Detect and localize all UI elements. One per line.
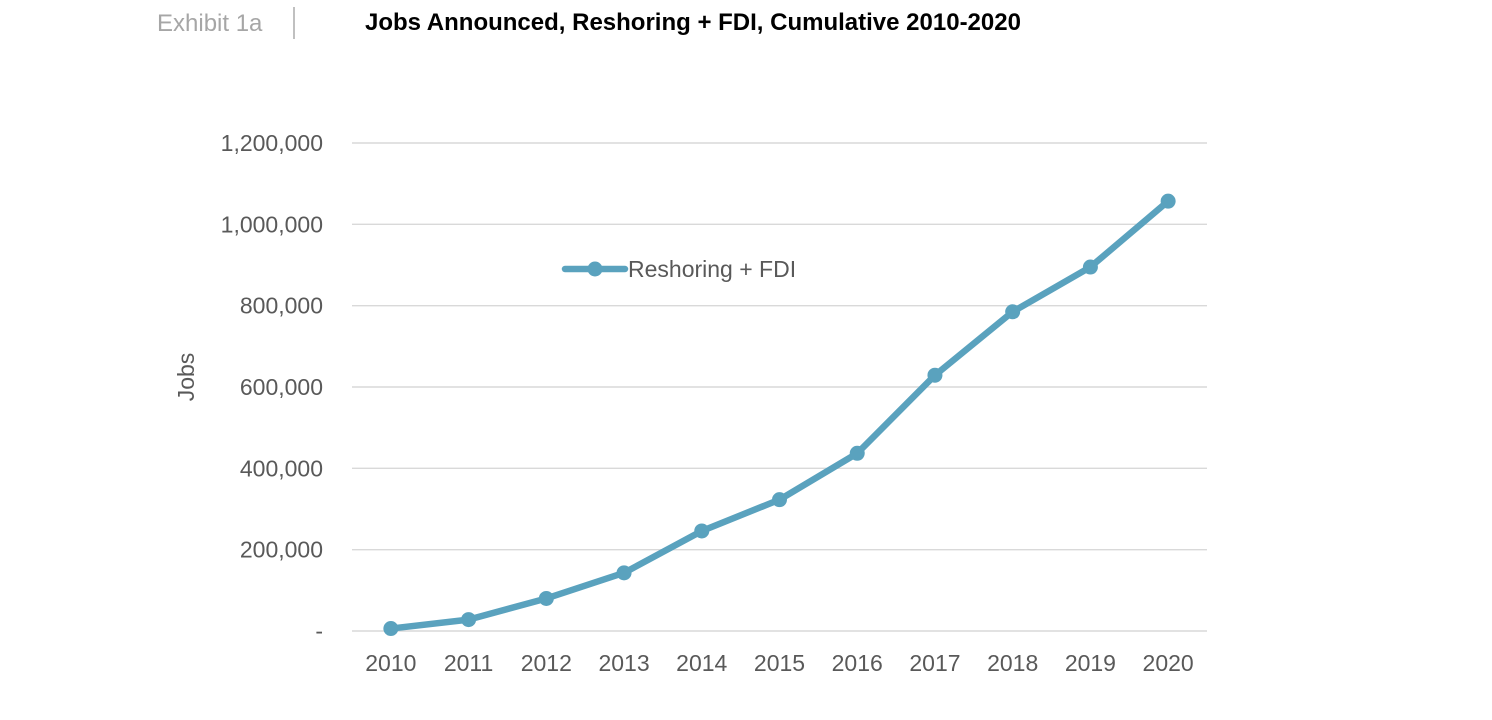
data-point-2012 [538, 590, 554, 606]
x-axis-tick-label: 2020 [1143, 650, 1194, 676]
data-point-2017 [927, 367, 943, 383]
data-point-2019 [1082, 259, 1098, 275]
y-axis-tick-label: 600,000 [240, 374, 323, 400]
exhibit-label: Exhibit 1a [157, 10, 263, 37]
data-point-2014 [694, 523, 710, 539]
legend-marker-icon [587, 261, 603, 277]
x-axis-tick-label: 2011 [444, 650, 493, 676]
x-axis-tick-label: 2016 [832, 650, 883, 676]
data-point-2016 [849, 445, 865, 461]
data-point-2013 [616, 565, 632, 581]
data-point-2011 [461, 612, 477, 628]
x-axis-tick-label: 2012 [521, 650, 572, 676]
data-point-2010 [383, 621, 399, 637]
x-axis-tick-label: 2015 [754, 650, 805, 676]
x-axis-tick-label: 2018 [987, 650, 1038, 676]
legend-label: Reshoring + FDI [628, 256, 796, 282]
y-axis-title: Jobs [173, 353, 199, 402]
header-divider [293, 7, 295, 39]
x-axis-tick-label: 2019 [1065, 650, 1116, 676]
x-axis-tick-label: 2017 [909, 650, 960, 676]
y-axis-tick-label: 1,000,000 [221, 211, 323, 237]
y-axis-tick-label: 400,000 [240, 455, 323, 481]
x-axis-tick-label: 2010 [365, 650, 416, 676]
chart-title: Jobs Announced, Reshoring + FDI, Cumulat… [365, 9, 1021, 36]
x-axis-tick-label: 2013 [598, 650, 649, 676]
data-point-2020 [1160, 193, 1176, 209]
data-point-2015 [772, 492, 787, 508]
y-axis-tick-label: 1,200,000 [221, 130, 323, 156]
y-axis-tick-label: - [315, 618, 323, 644]
y-axis-tick-label: 200,000 [240, 537, 323, 563]
x-axis-tick-label: 2014 [676, 650, 727, 676]
y-axis-tick-label: 800,000 [240, 293, 323, 319]
data-point-2018 [1005, 304, 1021, 320]
